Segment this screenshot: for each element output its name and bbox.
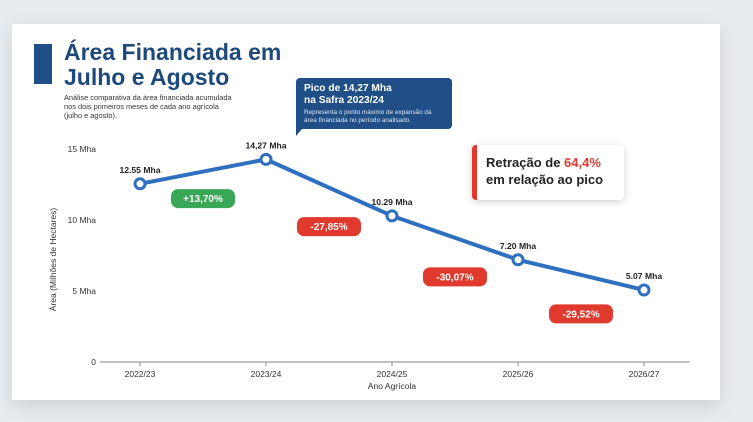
x-axis-label: Ano Agrícola: [368, 381, 416, 391]
peak-callout-detail: Representa o ponto máximo de expansão da…: [304, 109, 432, 124]
y-tick-label: 15 Mha: [68, 144, 97, 154]
change-badge-label: -27,85%: [310, 222, 347, 233]
data-point: [259, 152, 273, 166]
x-tick-label: 2022/23: [125, 369, 156, 379]
data-point: [637, 283, 651, 297]
peak-callout-pointer: [296, 124, 306, 136]
peak-callout-heading: Pico de 14,27 Mha na Safra 2023/24: [304, 83, 392, 106]
data-point: [385, 209, 399, 223]
change-badge: [297, 217, 361, 237]
retraction-suffix: em relação ao pico: [486, 172, 604, 187]
page-title: Área Financiada em Julho e Agosto: [64, 39, 282, 90]
x-tick-label: 2026/27: [629, 369, 660, 379]
change-badge-label: +13,70%: [183, 194, 223, 205]
data-label: 7.20 Mha: [500, 241, 537, 251]
data-label: 5.07 Mha: [626, 271, 663, 281]
x-tick-label: 2025/26: [503, 369, 534, 379]
change-badge-label: -30,07%: [436, 272, 473, 283]
data-label: 14,27 Mha: [245, 140, 286, 150]
data-point: [133, 177, 147, 191]
retraction-callout: Retração de 64,4% em relação ao pico: [472, 145, 624, 200]
change-badge: [171, 189, 235, 209]
data-label: 12.55 Mha: [119, 165, 160, 175]
change-badge-label: -29,52%: [562, 309, 599, 320]
title-accent-bar: [34, 44, 52, 84]
y-tick-label: 0: [91, 357, 96, 367]
x-tick-label: 2023/24: [251, 369, 282, 379]
y-tick-label: 10 Mha: [68, 215, 97, 225]
retraction-highlight: 64,4%: [564, 155, 601, 170]
data-point: [511, 253, 525, 267]
page-subtitle: Análise comparativa da área financiada a…: [64, 93, 232, 121]
x-tick-label: 2024/25: [377, 369, 408, 379]
data-label: 10.29 Mha: [371, 197, 412, 207]
y-axis-label: Área (Milhões de Hectares): [48, 208, 58, 312]
change-badge: [549, 304, 613, 324]
peak-callout: Pico de 14,27 Mha na Safra 2023/24 Repre…: [296, 78, 452, 129]
retraction-prefix: Retração de: [486, 155, 565, 170]
change-badge: [423, 267, 487, 287]
y-tick-label: 5 Mha: [72, 286, 96, 296]
